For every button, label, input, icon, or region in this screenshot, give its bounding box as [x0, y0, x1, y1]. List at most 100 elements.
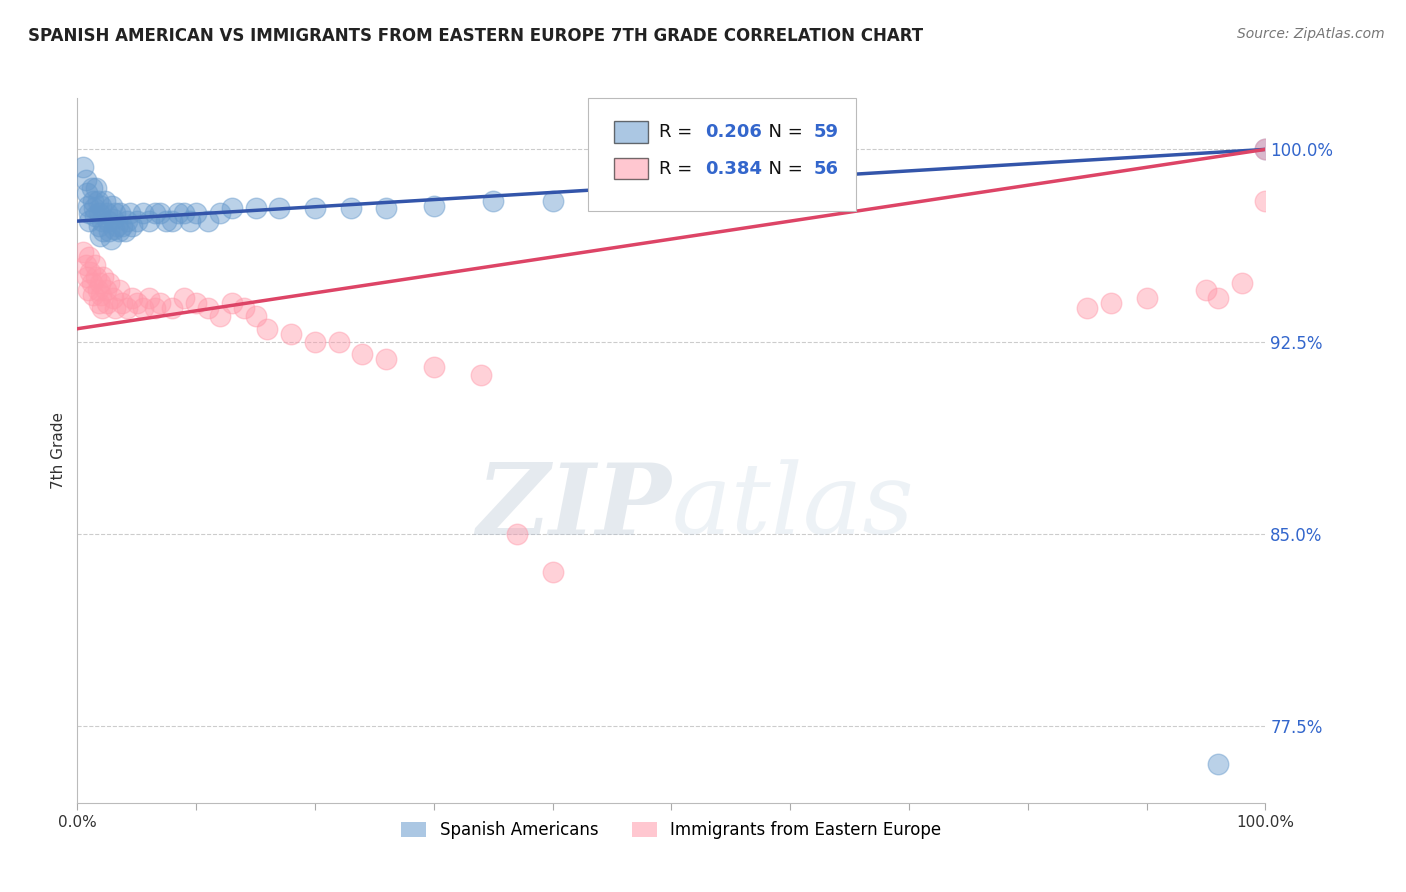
Point	[111, 296, 134, 310]
Point	[232, 301, 254, 316]
Point	[470, 368, 492, 382]
Point	[304, 202, 326, 216]
Point	[76, 186, 98, 200]
Point	[108, 206, 131, 220]
Text: 0.206: 0.206	[704, 123, 762, 141]
Point	[506, 526, 529, 541]
Point	[1254, 194, 1277, 208]
Point	[138, 214, 160, 228]
Point	[80, 181, 103, 195]
Point	[375, 202, 398, 216]
Point	[87, 206, 110, 220]
Point	[221, 296, 243, 310]
Point	[143, 301, 166, 316]
Point	[114, 224, 136, 238]
Point	[173, 291, 195, 305]
Point	[86, 194, 108, 208]
Point	[103, 222, 125, 236]
Point	[121, 291, 143, 305]
Point	[1254, 142, 1277, 156]
Point	[100, 232, 122, 246]
Point	[104, 206, 127, 220]
Point	[1206, 757, 1229, 772]
Point	[375, 352, 398, 367]
Point	[245, 202, 267, 216]
Point	[245, 309, 267, 323]
Point	[91, 301, 114, 316]
Point	[77, 250, 100, 264]
Point	[98, 276, 121, 290]
Text: N =: N =	[756, 123, 808, 141]
Point	[423, 199, 446, 213]
Point	[77, 283, 100, 297]
Point	[93, 194, 115, 208]
Point	[197, 214, 219, 228]
Legend: Spanish Americans, Immigrants from Eastern Europe: Spanish Americans, Immigrants from Easte…	[394, 813, 949, 847]
Point	[115, 214, 138, 228]
Point	[75, 258, 97, 272]
Point	[131, 206, 153, 220]
Point	[96, 206, 118, 220]
Point	[186, 206, 208, 220]
Point	[162, 301, 184, 316]
Y-axis label: 7th Grade: 7th Grade	[51, 412, 66, 489]
Text: R =: R =	[659, 123, 699, 141]
Point	[256, 322, 278, 336]
Text: SPANISH AMERICAN VS IMMIGRANTS FROM EASTERN EUROPE 7TH GRADE CORRELATION CHART: SPANISH AMERICAN VS IMMIGRANTS FROM EAST…	[28, 27, 924, 45]
Point	[89, 229, 111, 244]
Point	[1076, 301, 1098, 316]
Point	[482, 194, 505, 208]
Point	[197, 301, 219, 316]
Point	[108, 224, 131, 238]
Point	[1195, 283, 1218, 297]
Point	[125, 296, 148, 310]
Point	[221, 202, 243, 216]
Point	[96, 296, 118, 310]
Text: 56: 56	[814, 160, 839, 178]
Point	[111, 219, 134, 234]
Point	[186, 296, 208, 310]
Point	[91, 214, 114, 228]
Point	[90, 199, 112, 213]
Point	[1099, 296, 1122, 310]
Text: 0.384: 0.384	[704, 160, 762, 178]
Point	[423, 360, 446, 375]
Point	[1230, 276, 1253, 290]
Text: atlas: atlas	[672, 459, 914, 555]
Point	[80, 276, 103, 290]
Text: ZIP: ZIP	[477, 458, 672, 555]
Point	[167, 206, 190, 220]
Point	[72, 161, 94, 175]
Point	[87, 219, 110, 234]
Point	[173, 206, 195, 220]
Point	[1136, 291, 1159, 305]
Point	[86, 283, 108, 297]
Point	[125, 214, 148, 228]
Point	[101, 211, 124, 226]
Point	[352, 347, 374, 361]
Point	[82, 194, 104, 208]
Point	[138, 291, 160, 305]
Point	[131, 301, 153, 316]
Point	[77, 199, 100, 213]
Text: Source: ZipAtlas.com: Source: ZipAtlas.com	[1237, 27, 1385, 41]
Point	[75, 173, 97, 187]
Point	[101, 291, 124, 305]
Point	[162, 214, 184, 228]
Point	[339, 202, 361, 216]
FancyBboxPatch shape	[588, 98, 855, 211]
Point	[84, 258, 107, 272]
Point	[541, 194, 564, 208]
Point	[269, 202, 291, 216]
Point	[149, 206, 172, 220]
Point	[86, 270, 108, 285]
Point	[101, 199, 124, 213]
Point	[208, 309, 231, 323]
Point	[89, 276, 111, 290]
Point	[121, 219, 143, 234]
Point	[98, 224, 121, 238]
Text: N =: N =	[756, 160, 808, 178]
FancyBboxPatch shape	[614, 121, 648, 143]
Point	[97, 214, 120, 228]
Text: 59: 59	[814, 123, 839, 141]
